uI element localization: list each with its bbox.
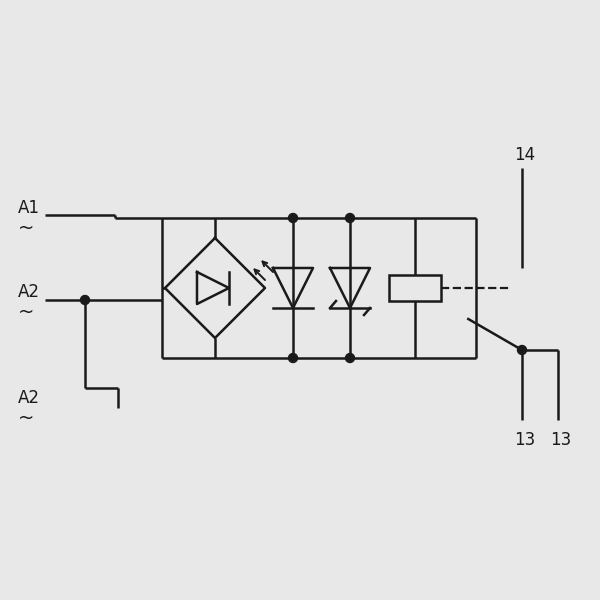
Text: 13: 13 bbox=[514, 431, 535, 449]
Text: A2: A2 bbox=[18, 283, 40, 301]
Circle shape bbox=[517, 346, 527, 355]
Text: 14: 14 bbox=[514, 146, 535, 164]
Circle shape bbox=[289, 353, 298, 362]
Text: ~: ~ bbox=[18, 218, 34, 238]
Circle shape bbox=[346, 353, 355, 362]
Circle shape bbox=[346, 214, 355, 223]
Circle shape bbox=[80, 295, 89, 304]
Text: ~: ~ bbox=[18, 409, 34, 427]
Bar bbox=[389, 275, 441, 301]
Text: ~: ~ bbox=[18, 302, 34, 322]
Text: A1: A1 bbox=[18, 199, 40, 217]
Text: 13: 13 bbox=[550, 431, 571, 449]
Circle shape bbox=[289, 214, 298, 223]
Text: A2: A2 bbox=[18, 389, 40, 407]
